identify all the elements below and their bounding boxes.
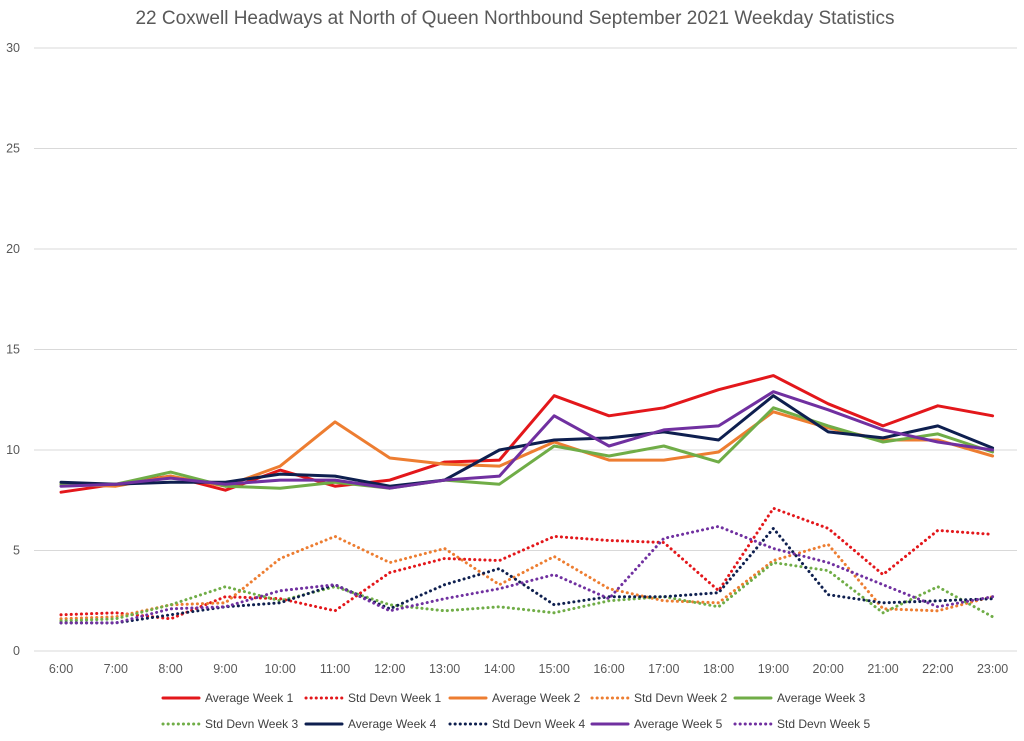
x-tick-label: 9:00	[213, 662, 237, 676]
y-tick-label: 30	[6, 41, 20, 55]
y-tick-label: 0	[13, 644, 20, 658]
x-tick-label: 7:00	[104, 662, 128, 676]
y-tick-label: 15	[6, 343, 20, 357]
legend-item-1: Average Week 1	[161, 691, 294, 705]
x-tick-label: 13:00	[429, 662, 460, 676]
series-line-6	[59, 561, 995, 623]
legend-label: Average Week 5	[634, 717, 723, 731]
series-line-9	[59, 390, 995, 490]
legend-item-6: Std Devn Week 3	[161, 717, 298, 731]
legend: Average Week 1 Std Devn Week 1 Average Wee…	[161, 691, 870, 731]
x-tick-label: 21:00	[867, 662, 898, 676]
x-tick-label: 10:00	[265, 662, 296, 676]
legend-item-3: Average Week 2	[448, 691, 581, 705]
x-tick-label: 18:00	[703, 662, 734, 676]
x-tick-label: 20:00	[813, 662, 844, 676]
y-tick-label: 10	[6, 443, 20, 457]
x-tick-label: 22:00	[922, 662, 953, 676]
legend-label: Std Devn Week 1	[348, 691, 441, 705]
y-tick-label: 25	[6, 142, 20, 156]
legend-label: Average Week 3	[777, 691, 866, 705]
x-axis-ticks: 6:00 7:00 8:00 9:00 10:00 11:00 12:00 13:00 14:0…	[49, 662, 1008, 676]
y-tick-label: 5	[13, 544, 20, 558]
legend-label: Std Devn Week 4	[492, 717, 585, 731]
legend-label: Average Week 1	[205, 691, 294, 705]
legend-item-4: Std Devn Week 2	[590, 691, 727, 705]
series-line-3	[59, 410, 995, 488]
legend-item-7: Average Week 4	[304, 717, 437, 731]
x-tick-label: 12:00	[374, 662, 405, 676]
x-tick-label: 11:00	[320, 662, 350, 676]
series-line-10	[59, 524, 995, 625]
legend-label: Average Week 4	[348, 717, 437, 731]
x-tick-label: 6:00	[49, 662, 73, 676]
legend-item-8: Std Devn Week 4	[448, 717, 585, 731]
legend-label: Std Devn Week 5	[777, 717, 870, 731]
series-line-8	[59, 526, 995, 625]
y-axis-ticks: 0 5 10 15 20 25 30	[6, 41, 20, 658]
series-lines	[59, 374, 995, 625]
chart-title: 22 Coxwell Headways at North of Queen No…	[135, 8, 894, 29]
x-tick-label: 8:00	[158, 662, 182, 676]
legend-label: Average Week 2	[492, 691, 581, 705]
legend-item-10: Std Devn Week 5	[733, 717, 870, 731]
legend-label: Std Devn Week 3	[205, 717, 298, 731]
series-line-1	[59, 374, 995, 494]
legend-item-9: Average Week 5	[590, 717, 723, 731]
legend-item-2: Std Devn Week 1	[304, 691, 441, 705]
x-tick-label: 14:00	[484, 662, 515, 676]
x-tick-label: 19:00	[758, 662, 789, 676]
x-tick-label: 17:00	[648, 662, 679, 676]
legend-item-5: Average Week 3	[733, 691, 866, 705]
x-tick-label: 16:00	[593, 662, 624, 676]
legend-label: Std Devn Week 2	[634, 691, 727, 705]
series-line-7	[59, 394, 995, 488]
y-tick-label: 20	[6, 242, 20, 256]
x-tick-label: 15:00	[539, 662, 570, 676]
gridlines	[34, 47, 1017, 652]
series-line-2	[59, 506, 995, 621]
x-tick-label: 23:00	[977, 662, 1008, 676]
series-line-4	[59, 534, 995, 621]
